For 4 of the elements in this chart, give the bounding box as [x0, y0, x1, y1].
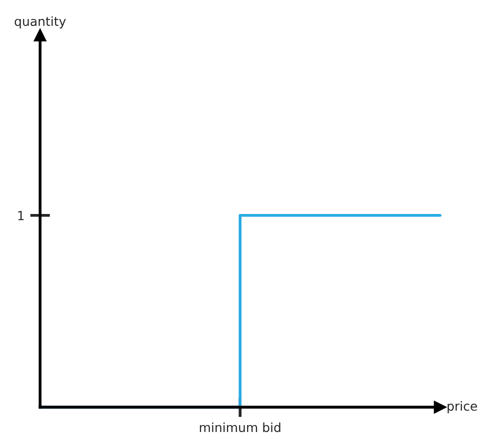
text: 1: [18, 211, 24, 220]
text: quantity: [14, 16, 66, 28]
x-axis-title: price: [448, 401, 477, 414]
text: minimum bid: [200, 422, 280, 432]
